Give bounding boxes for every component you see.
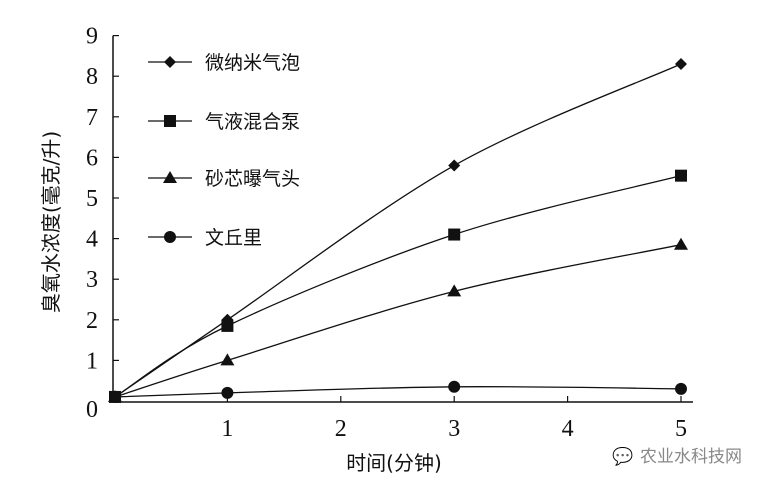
- square-marker: [221, 319, 234, 332]
- x-tick-label: 5: [675, 416, 687, 442]
- diamond-marker: [164, 56, 176, 68]
- circle-marker: [109, 390, 121, 403]
- x-tick-label: 2: [335, 416, 347, 442]
- y-tick-label: 6: [86, 145, 98, 171]
- y-tick-label: 9: [86, 24, 98, 50]
- triangle-marker: [674, 237, 688, 250]
- circle-marker: [164, 231, 176, 243]
- x-axis-label: 时间(分钟): [346, 451, 442, 475]
- series-line: [114, 63, 682, 398]
- axes: 0 1 2 3 4 5 6 7 8 9 1 2 3 4 5: [86, 24, 693, 442]
- legend-item: 文丘里: [148, 227, 262, 249]
- legend-item: 砂芯曝气头: [148, 168, 300, 190]
- y-tick-label: 0: [86, 397, 98, 423]
- square-marker: [675, 169, 687, 182]
- series-group: [108, 58, 688, 403]
- y-tick-label: 8: [86, 64, 98, 90]
- diamond-marker: [675, 58, 687, 71]
- circle-marker: [675, 382, 687, 395]
- series-square: [109, 169, 687, 403]
- y-tick-label: 2: [86, 308, 98, 334]
- square-marker: [448, 228, 461, 241]
- x-tick-label: 3: [448, 416, 460, 442]
- triangle-marker: [163, 171, 177, 183]
- legend-item: 微纳米气泡: [148, 52, 300, 74]
- diamond-marker: [448, 159, 461, 172]
- watermark-text: 农业水科技网: [640, 447, 742, 467]
- y-tick-label: 3: [86, 267, 98, 293]
- y-tick-label: 4: [86, 227, 98, 253]
- series-circle: [109, 380, 687, 403]
- legend-label: 气液混合泵: [205, 111, 300, 133]
- triangle-marker: [220, 353, 235, 366]
- legend-label: 文丘里: [205, 227, 262, 249]
- series-diamond: [109, 58, 687, 403]
- watermark: 💬 农业水科技网: [612, 446, 742, 467]
- series-line: [114, 175, 682, 398]
- circle-marker: [221, 386, 234, 399]
- x-tick-label: 4: [562, 416, 574, 442]
- y-tick-label: 5: [86, 186, 98, 212]
- triangle-marker: [447, 284, 462, 297]
- x-tick-label: 1: [221, 416, 233, 442]
- wechat-icon: 💬: [612, 446, 633, 467]
- legend-label: 砂芯曝气头: [205, 168, 300, 190]
- circle-marker: [448, 380, 461, 393]
- y-axis-label: 臭氧水浓度(毫克/升): [39, 131, 63, 313]
- y-tick-label: 1: [86, 348, 98, 374]
- series-line: [114, 244, 682, 398]
- legend-label: 微纳米气泡: [205, 52, 300, 74]
- y-tick-label: 7: [86, 105, 98, 131]
- legend-item: 气液混合泵: [148, 111, 300, 133]
- square-marker: [164, 115, 176, 127]
- series-line: [114, 386, 682, 398]
- series-triangle: [108, 237, 688, 402]
